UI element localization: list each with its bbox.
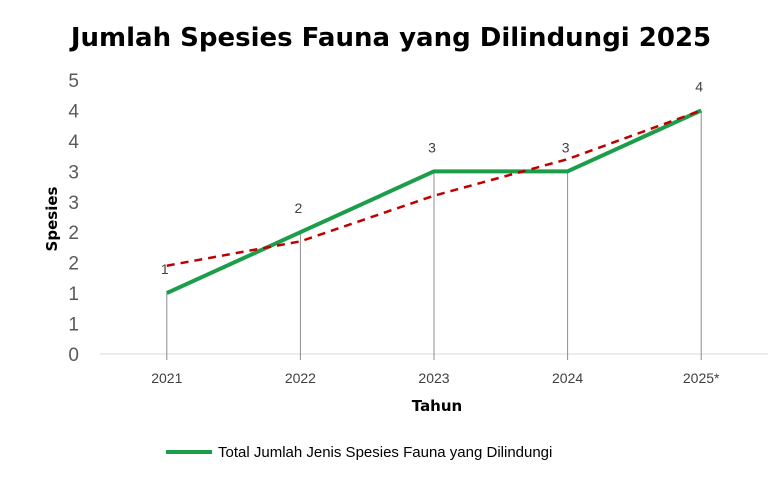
x-tick-label: 2022 (285, 370, 316, 386)
y-tick-label: 2 (68, 254, 79, 275)
y-axis-ticks: 0 1 1 2 2 3 3 4 4 5 (68, 71, 79, 366)
chart-title: Jumlah Spesies Fauna yang Dilindungi 202… (69, 23, 711, 53)
x-tick-label: 2024 (552, 370, 583, 386)
y-tick-label: 0 (68, 345, 79, 366)
x-axis-title: Tahun (412, 397, 462, 415)
y-tick-label: 3 (68, 162, 79, 183)
series-line (165, 108, 703, 295)
x-tick-label: 2025* (683, 370, 720, 386)
y-tick-label: 4 (68, 101, 79, 122)
data-label: 3 (562, 139, 570, 155)
data-label: 2 (295, 200, 303, 216)
data-label: 1 (161, 261, 169, 277)
legend-label: Total Jumlah Jenis Spesies Fauna yang Di… (218, 444, 552, 461)
legend: Total Jumlah Jenis Spesies Fauna yang Di… (166, 444, 552, 461)
y-tick-label: 3 (68, 193, 79, 214)
y-tick-label: 2 (68, 223, 79, 244)
y-tick-label: 1 (68, 284, 79, 305)
y-axis-title: Spesies (43, 186, 61, 251)
trend-line (166, 109, 702, 267)
data-labels: 1 2 3 3 4 (161, 78, 703, 277)
x-axis-ticks: 2021 2022 2023 2024 2025* (151, 370, 720, 386)
y-tick-label: 5 (68, 71, 79, 92)
x-tick-label: 2021 (151, 370, 182, 386)
data-label: 4 (695, 78, 703, 94)
drop-lines (166, 110, 702, 360)
data-label: 3 (428, 139, 436, 155)
y-tick-label: 1 (68, 315, 79, 336)
y-tick-label: 4 (68, 132, 79, 153)
x-tick-label: 2023 (418, 370, 449, 386)
